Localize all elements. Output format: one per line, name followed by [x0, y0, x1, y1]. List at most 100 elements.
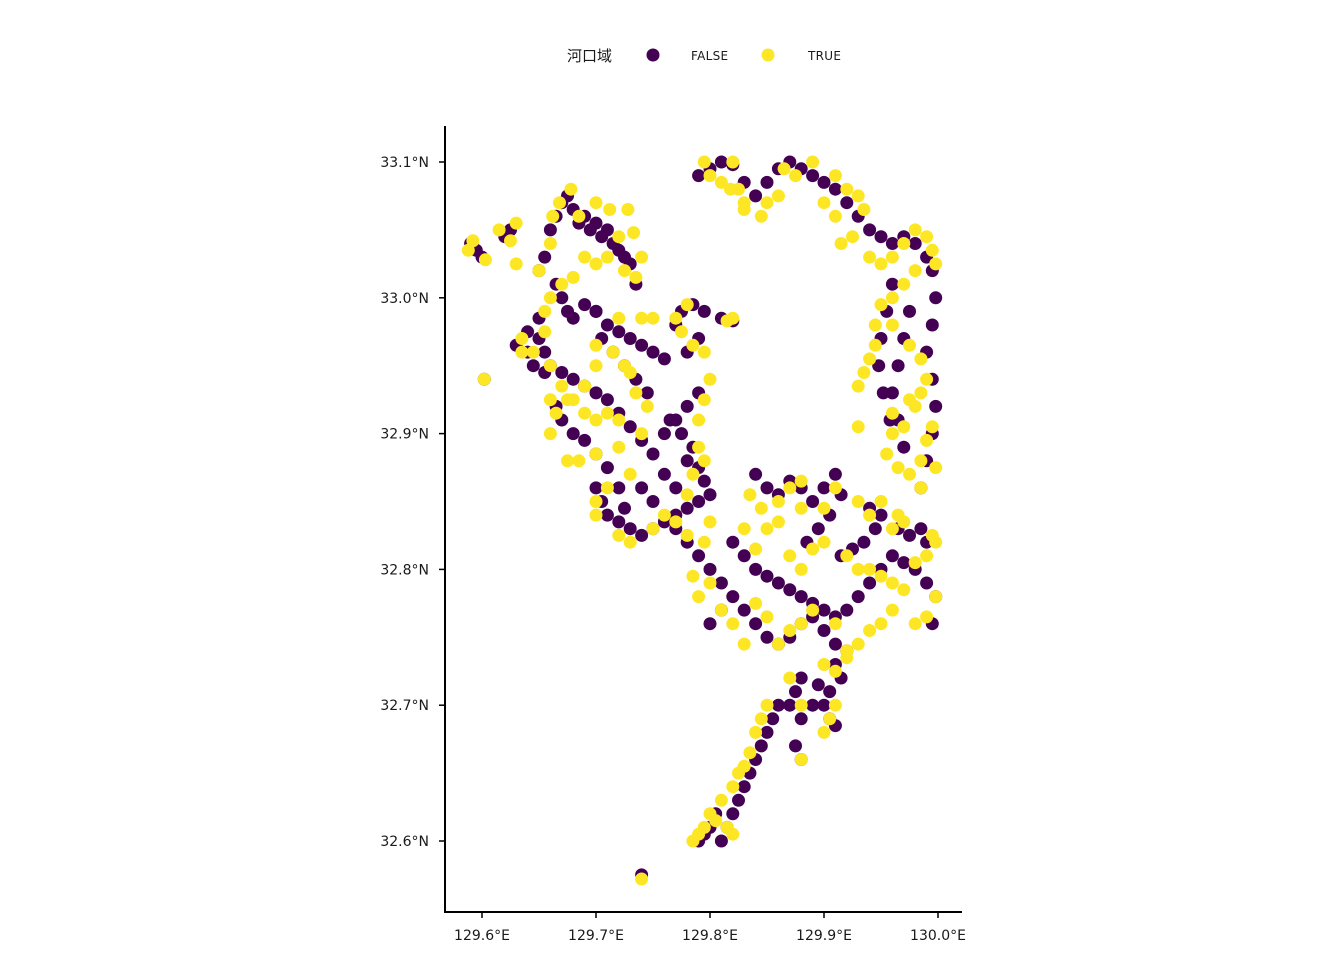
point-true-103	[840, 182, 854, 196]
point-false-110	[891, 359, 905, 373]
point-false-75	[697, 304, 711, 318]
point-true-24	[578, 250, 592, 264]
point-false-25	[555, 291, 569, 305]
point-true-196	[732, 766, 745, 780]
point-false-84	[760, 175, 774, 189]
point-false-174	[737, 780, 751, 794]
point-true-52	[589, 495, 603, 508]
x-axis-ticks: 129.6°E 129.7°E 129.8°E 129.9°E 130.0°E	[454, 912, 966, 944]
point-true-146	[760, 522, 774, 536]
point-true-182	[737, 637, 751, 651]
point-false-33	[635, 338, 649, 352]
point-false-122	[749, 562, 763, 576]
point-true-214	[874, 495, 888, 508]
point-true-75	[692, 440, 706, 454]
point-true-118	[885, 291, 899, 305]
point-false-164	[823, 685, 837, 699]
point-false-42	[589, 386, 603, 400]
point-false-199	[874, 508, 888, 522]
point-true-151	[817, 535, 831, 549]
point-true-20	[629, 270, 643, 284]
point-false-104	[929, 399, 943, 413]
point-false-218	[697, 474, 711, 488]
point-false-50	[566, 427, 580, 441]
point-true-185	[840, 651, 854, 665]
point-true-111	[897, 237, 911, 250]
point-false-130	[840, 603, 854, 617]
point-true-47	[561, 454, 574, 468]
point-true-150	[806, 542, 820, 556]
point-true-155	[874, 569, 888, 583]
point-false-207	[703, 562, 717, 576]
point-true-109	[874, 257, 888, 271]
point-false-200	[868, 522, 882, 536]
point-false-196	[811, 522, 825, 536]
point-true-152	[840, 549, 854, 563]
point-true-37	[606, 345, 620, 359]
point-true-10	[546, 209, 560, 223]
point-true-82	[697, 345, 711, 359]
point-true-73	[686, 467, 700, 481]
point-true-7	[509, 257, 523, 271]
point-true-34	[555, 379, 569, 393]
point-false-40	[566, 372, 580, 386]
point-true-64	[612, 528, 626, 542]
point-true-114	[925, 243, 939, 257]
point-true-72	[680, 488, 694, 502]
point-false-209	[703, 617, 717, 631]
point-true-141	[885, 406, 899, 420]
point-true-53	[589, 508, 603, 522]
point-true-79	[669, 311, 683, 325]
point-true-69	[680, 528, 694, 542]
point-true-158	[908, 556, 922, 570]
point-true-113	[920, 230, 934, 244]
point-false-16	[589, 216, 603, 230]
point-false-220	[675, 427, 688, 441]
point-true-80	[675, 325, 688, 339]
point-true-198	[714, 793, 728, 807]
point-false-8	[543, 223, 557, 237]
point-true-35	[578, 379, 592, 393]
point-true-32	[526, 345, 540, 359]
point-false-90	[828, 182, 842, 196]
point-false-108	[903, 304, 916, 318]
point-true-58	[612, 413, 626, 427]
point-true-122	[863, 352, 877, 366]
point-true-210	[817, 501, 831, 515]
point-false-142	[903, 528, 916, 542]
point-false-39	[555, 366, 569, 379]
point-true-22	[600, 250, 614, 264]
point-true-105	[857, 203, 871, 216]
legend-swatch-true	[761, 48, 775, 62]
point-true-81	[686, 338, 700, 352]
point-false-59	[635, 528, 649, 542]
point-false-193	[828, 467, 842, 481]
point-true-143	[914, 386, 928, 400]
point-true-78	[703, 372, 717, 386]
point-true-175	[760, 610, 774, 624]
y-axis-ticks: 33.1°N 33.0°N 32.9°N 32.8°N 32.7°N 32.6°N	[380, 155, 445, 850]
point-false-215	[618, 501, 631, 515]
point-true-94	[754, 209, 768, 223]
point-true-40	[646, 311, 660, 325]
point-true-138	[914, 481, 928, 495]
point-true-133	[903, 467, 916, 481]
y-tick-label-0: 33.1°N	[380, 155, 429, 171]
point-false-176	[726, 807, 740, 821]
y-tick-label-3: 32.8°N	[380, 562, 429, 578]
point-false-144	[714, 576, 728, 590]
point-false-175	[732, 793, 745, 807]
legend-swatch-false	[646, 48, 660, 62]
point-true-176	[749, 596, 763, 610]
point-false-210	[657, 467, 671, 481]
point-false-165	[817, 698, 831, 712]
point-true-70	[697, 535, 711, 549]
y-tick-label-4: 32.7°N	[380, 698, 429, 714]
point-true-65	[623, 535, 637, 549]
point-false-222	[589, 304, 603, 318]
point-false-126	[794, 590, 808, 604]
axes: 129.6°E 129.7°E 129.8°E 129.9°E 130.0°E 33.1…	[380, 126, 966, 944]
point-false-157	[789, 685, 802, 699]
point-false-132	[863, 576, 877, 590]
point-true-125	[903, 338, 916, 352]
